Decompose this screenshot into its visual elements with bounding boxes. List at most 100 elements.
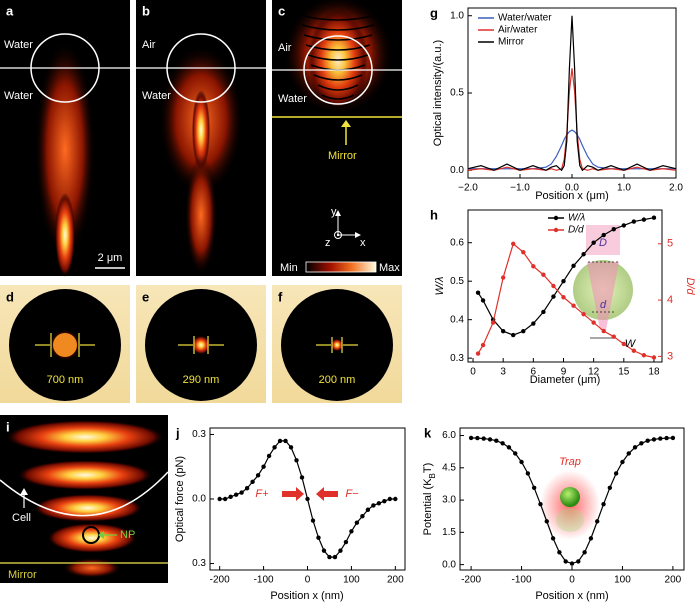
data-point <box>475 351 481 356</box>
data-point <box>561 278 566 284</box>
data-point <box>222 496 228 502</box>
spot-size: 700 nm <box>47 374 84 386</box>
data-point <box>255 473 261 478</box>
data-point <box>569 561 575 566</box>
data-point <box>360 514 365 519</box>
data-point <box>588 536 594 541</box>
data-point <box>354 520 360 525</box>
data-point <box>283 438 288 444</box>
series-line <box>467 15 677 172</box>
data-point <box>645 438 650 443</box>
legend-marker <box>553 227 559 233</box>
annotation: F+ <box>255 488 269 500</box>
data-point <box>244 486 250 491</box>
x-axis-label: Diameter (μm) <box>530 374 601 386</box>
panel-label: e <box>142 289 149 304</box>
data-point <box>551 294 556 299</box>
data-point <box>632 445 638 450</box>
data-point <box>571 303 576 308</box>
data-point <box>316 535 321 540</box>
band <box>17 460 153 490</box>
cell-label: Cell <box>12 512 31 524</box>
panel-label: i <box>6 419 10 434</box>
y-tick-label: 0.3 <box>192 558 206 569</box>
data-point <box>582 550 587 555</box>
legend-label: Water/water <box>498 13 552 24</box>
data-point <box>544 519 549 524</box>
data-point <box>538 501 543 507</box>
panel-label: c <box>278 3 285 18</box>
y-tick-label: 0.4 <box>450 314 464 325</box>
data-point <box>272 445 277 450</box>
panel-label: b <box>142 3 150 18</box>
panel-label: h <box>430 207 438 222</box>
data-point <box>513 451 518 456</box>
panel-d: d 700 nm <box>0 285 130 403</box>
x-tick-label: 3 <box>500 367 506 378</box>
data-point <box>261 464 266 469</box>
sphere <box>573 260 633 320</box>
data-point <box>217 496 222 502</box>
legend-label: D/d <box>568 225 584 236</box>
medium-label: Water <box>142 90 171 102</box>
arrow-head <box>335 210 341 216</box>
data-point <box>563 559 568 564</box>
data-point <box>228 494 233 500</box>
data-point <box>541 309 546 315</box>
data-point <box>321 548 327 553</box>
data-point <box>332 554 338 560</box>
data-point <box>613 471 619 476</box>
y-tick-label: 0.0 <box>450 165 464 176</box>
x-tick-label: −1.0 <box>510 183 530 194</box>
panel-label: k <box>424 425 432 440</box>
y-tick-label: 0.5 <box>450 88 464 99</box>
data-point <box>266 453 272 459</box>
data-point <box>621 341 627 347</box>
x-tick-label: -100 <box>512 575 532 586</box>
force-arrow <box>282 487 304 501</box>
sphere <box>303 35 373 105</box>
data-point <box>233 492 239 497</box>
x-tick-label: 100 <box>614 575 631 586</box>
data-point <box>239 490 244 495</box>
data-point <box>338 548 343 553</box>
data-point <box>299 475 305 480</box>
data-point <box>595 519 600 524</box>
scale-label: 2 μm <box>98 252 123 264</box>
annotation: F− <box>345 488 359 500</box>
data-point <box>639 441 644 446</box>
data-point <box>611 227 616 232</box>
medium-label: Water <box>4 90 33 102</box>
arrow-head <box>20 488 28 495</box>
annotation: Trap <box>559 456 581 468</box>
data-point <box>651 215 657 220</box>
data-point <box>468 435 474 441</box>
data-point <box>561 295 566 300</box>
panel-label: f <box>278 289 283 304</box>
plot-frame <box>467 209 663 363</box>
data-point <box>631 348 637 353</box>
data-point <box>525 471 531 476</box>
data-point <box>490 320 496 325</box>
data-point <box>480 298 486 303</box>
data-point <box>475 290 481 295</box>
x-axis-label: Position x (nm) <box>270 590 343 602</box>
data-point <box>621 223 627 228</box>
panel-label: d <box>6 289 14 304</box>
data-point <box>371 503 376 508</box>
y-axis-label-part: B <box>428 473 437 478</box>
axis-label: z <box>325 237 331 249</box>
inset-h <box>573 225 633 339</box>
data-point <box>557 550 562 555</box>
data-point <box>601 328 606 334</box>
fringe-lines <box>299 14 377 108</box>
colorbar-label: Min <box>280 262 298 274</box>
data-point <box>601 232 606 238</box>
y2-tick-label: 5 <box>667 238 673 250</box>
panel-e: e 290 nm <box>136 285 266 403</box>
spot-size: 290 nm <box>183 374 220 386</box>
data-point <box>521 329 526 334</box>
x-tick-label: 18 <box>648 367 660 378</box>
beam <box>35 40 95 260</box>
spot <box>192 336 210 354</box>
